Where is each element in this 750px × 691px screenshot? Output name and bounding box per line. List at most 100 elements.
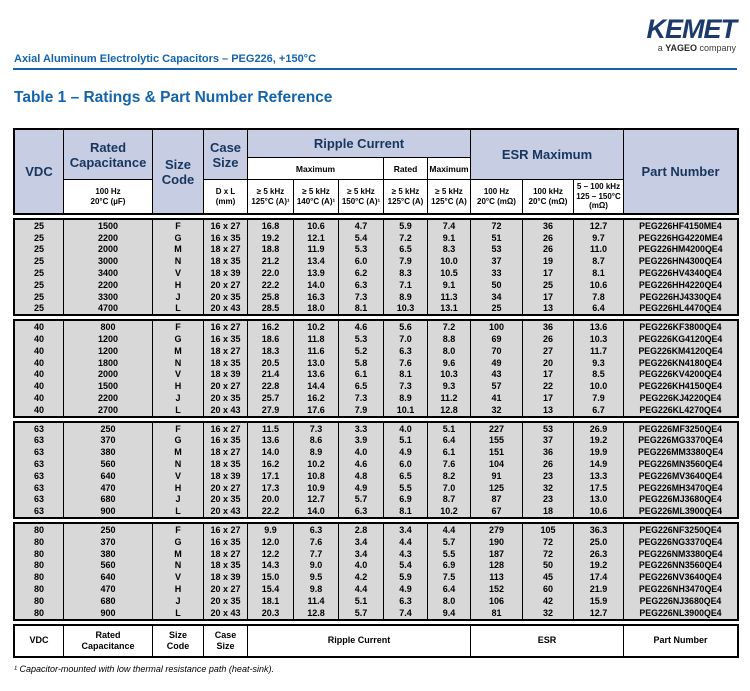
data-cell: 13.9 xyxy=(294,267,338,279)
data-cell: 13.6 xyxy=(574,321,623,334)
data-cell: F xyxy=(153,422,203,435)
data-cell: 17.6 xyxy=(294,403,338,416)
data-cell: 3.4 xyxy=(384,524,427,536)
data-cell: 2000 xyxy=(64,243,152,256)
data-cell: 7.0 xyxy=(384,333,427,345)
data-cell: 9.3 xyxy=(574,356,623,369)
data-cell: 18.1 xyxy=(248,594,293,607)
header-ripple-rated: Rated xyxy=(384,158,427,179)
data-cell: 80 xyxy=(15,594,63,607)
part-number-cell: PEG226KJ4220QE4 xyxy=(624,392,737,404)
data-cell: 5.3 xyxy=(339,333,383,345)
data-cell: 5.8 xyxy=(339,356,383,369)
data-cell: 81 xyxy=(471,606,522,619)
data-cell: 18.3 xyxy=(248,344,293,357)
data-cell: 8.6 xyxy=(294,434,338,447)
data-cell: 6.1 xyxy=(428,446,470,459)
data-cell: 11.4 xyxy=(294,594,338,607)
data-cell: 5.7 xyxy=(339,493,383,506)
data-cell: 63 xyxy=(15,505,63,518)
data-cell: 14.0 xyxy=(294,278,338,291)
data-cell: 12.1 xyxy=(294,231,338,244)
data-cell: 4.9 xyxy=(339,481,383,494)
part-number-cell: PEG226KF3800QE4 xyxy=(624,321,737,334)
data-cell: 17.4 xyxy=(574,571,623,584)
data-cell: 20 x 27 xyxy=(204,380,247,393)
data-cell: 26.9 xyxy=(574,422,623,435)
data-cell: 13.0 xyxy=(294,356,338,369)
data-cell: 5.1 xyxy=(339,594,383,607)
data-cell: 7.6 xyxy=(428,458,470,470)
data-cell: 9.8 xyxy=(294,583,338,595)
data-cell: 20.5 xyxy=(248,356,293,369)
data-cell: 7.3 xyxy=(384,380,427,393)
data-cell: 37 xyxy=(471,255,522,268)
data-cell: 8.0 xyxy=(428,594,470,607)
data-cell: 36 xyxy=(523,446,573,459)
data-cell: 12.0 xyxy=(248,535,293,548)
data-cell: F xyxy=(153,321,203,334)
data-cell: 5.2 xyxy=(339,344,383,357)
data-cell: 18.6 xyxy=(248,333,293,345)
data-cell: 227 xyxy=(471,422,522,435)
data-cell: 8.3 xyxy=(384,267,427,279)
data-cell: N xyxy=(153,559,203,572)
data-cell: 63 xyxy=(15,458,63,470)
data-cell: 18 x 35 xyxy=(204,356,247,369)
data-cell: 20 x 35 xyxy=(204,392,247,404)
data-cell: 470 xyxy=(64,583,152,595)
data-cell: J xyxy=(153,594,203,607)
data-cell: 380 xyxy=(64,547,152,560)
data-cell: 105 xyxy=(523,524,573,536)
data-cell: 45 xyxy=(523,571,573,584)
data-cell: 3.3 xyxy=(339,422,383,435)
data-cell: 6.0 xyxy=(384,458,427,470)
data-cell: 11.7 xyxy=(574,344,623,357)
data-cell: 10.1 xyxy=(384,403,427,416)
data-cell: 20 x 27 xyxy=(204,278,247,291)
data-cell: 4.6 xyxy=(339,321,383,334)
data-cell: 40 xyxy=(15,356,63,369)
kemet-wordmark: KEMET xyxy=(646,14,737,44)
header-ripple-maximum: Maximum xyxy=(248,158,383,179)
data-cell: 27.9 xyxy=(248,403,293,416)
data-cell: 15.0 xyxy=(248,571,293,584)
data-cell: 16 x 35 xyxy=(204,535,247,548)
data-cell: 10.6 xyxy=(574,278,623,291)
data-cell: 12.8 xyxy=(294,606,338,619)
data-cell: 2200 xyxy=(64,231,152,244)
data-cell: 900 xyxy=(64,505,152,518)
data-cell: 16.8 xyxy=(248,220,293,232)
footer-label: Case Size xyxy=(204,625,247,656)
data-cell: 11.9 xyxy=(294,243,338,256)
data-cell: 7.0 xyxy=(428,481,470,494)
data-cell: 22.2 xyxy=(248,278,293,291)
data-cell: 19.9 xyxy=(574,446,623,459)
data-cell: 20 x 35 xyxy=(204,594,247,607)
data-cell: 6.7 xyxy=(574,403,623,416)
document-subtitle: Axial Aluminum Electrolytic Capacitors –… xyxy=(14,53,317,65)
data-cell: 17.5 xyxy=(574,481,623,494)
data-cell: 18 x 35 xyxy=(204,559,247,572)
data-cell: V xyxy=(153,469,203,482)
data-cell: G xyxy=(153,535,203,548)
data-cell: 17 xyxy=(523,267,573,279)
data-cell: 680 xyxy=(64,594,152,607)
data-cell: 9.1 xyxy=(428,231,470,244)
data-cell: 21.2 xyxy=(248,255,293,268)
data-cell: 7.9 xyxy=(384,255,427,268)
data-cell: 100 xyxy=(471,321,522,334)
data-cell: 11.3 xyxy=(428,290,470,303)
data-cell: 8.2 xyxy=(428,469,470,482)
data-cell: 20 x 43 xyxy=(204,606,247,619)
data-cell: 152 xyxy=(471,583,522,595)
data-cell: 19.2 xyxy=(574,434,623,447)
data-cell: 40 xyxy=(15,344,63,357)
data-cell: 34 xyxy=(471,290,522,303)
voltage-group-40vdc: 40 800 F 16 x 27 16.2 10.2 4.6 5.6 7.2 100 36 13.6 P… xyxy=(13,319,739,418)
data-cell: 250 xyxy=(64,422,152,435)
data-cell: 6.3 xyxy=(384,344,427,357)
data-cell: 16 x 35 xyxy=(204,434,247,447)
data-cell: 18 x 27 xyxy=(204,243,247,256)
